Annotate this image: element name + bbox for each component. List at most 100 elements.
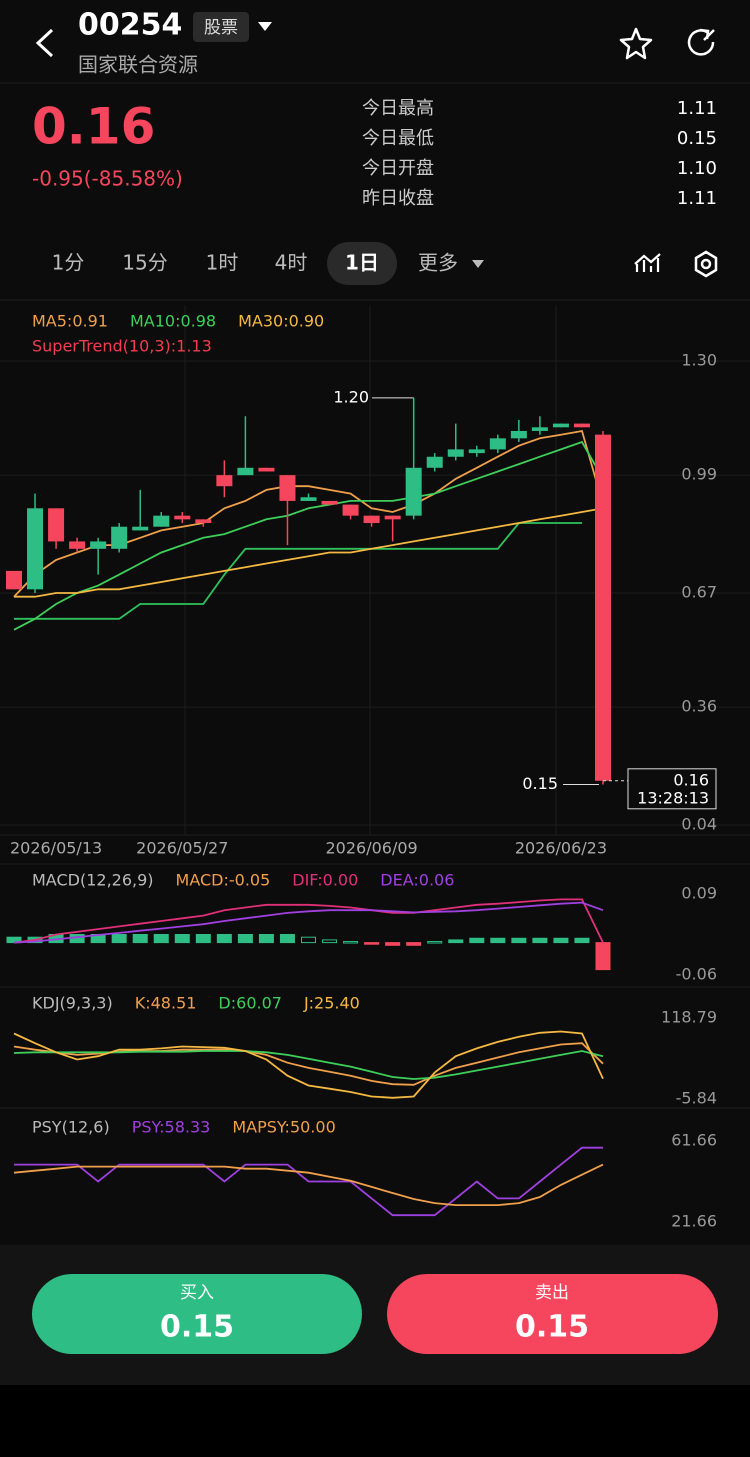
- legend-item: MACD(12,26,9): [32, 871, 154, 890]
- macd-bar: [343, 941, 359, 944]
- macd-bar: [132, 934, 148, 944]
- stat-value: 0.15: [677, 128, 717, 149]
- indicator-line: [14, 1146, 603, 1217]
- macd-bar: [153, 934, 169, 944]
- timeframe-tab[interactable]: 1分: [52, 251, 85, 275]
- dropdown[interactable]: [258, 22, 272, 31]
- stat-label: 今日最高: [362, 98, 434, 119]
- candle-body: [195, 519, 212, 524]
- indicator-button[interactable]: [634, 253, 661, 272]
- legend-item: MACD:-0.05: [176, 871, 271, 890]
- candle-body: [321, 500, 338, 505]
- share-button[interactable]: [687, 28, 715, 56]
- y-tick-label: 0.09: [681, 884, 717, 903]
- candle-body: [489, 438, 506, 450]
- candle-body: [174, 515, 191, 520]
- indicator-line: [13, 1163, 604, 1206]
- price-change: -0.95(-85.58%): [32, 167, 183, 191]
- x-tick-label: 2026/05/27: [136, 839, 228, 858]
- macd-bar: [322, 939, 338, 944]
- candle-body: [69, 541, 86, 549]
- candle-body: [552, 423, 569, 428]
- legend-item: PSY:58.33: [132, 1118, 211, 1137]
- macd-bar: [174, 934, 190, 944]
- candle-body: [468, 449, 485, 454]
- candle-body: [258, 467, 275, 472]
- x-tick-label: 2026/05/13: [10, 839, 102, 858]
- system-bar: [0, 1385, 750, 1457]
- stock-code: 00254: [78, 8, 182, 43]
- candle-body: [90, 541, 107, 549]
- macd-bar: [427, 941, 443, 944]
- x-tick-label: 2026/06/23: [515, 839, 607, 858]
- stat-label: 昨日收盘: [362, 188, 434, 209]
- candle-body: [132, 526, 149, 531]
- candle-body: [27, 508, 44, 590]
- tab-active-bg: [327, 242, 397, 285]
- back-button[interactable]: [35, 28, 54, 58]
- x-tick-label: 2026/06/09: [325, 839, 417, 858]
- candle-body: [405, 467, 422, 516]
- badge: 股票: [204, 18, 238, 38]
- y-tick-label: 1.30: [681, 351, 717, 370]
- candle-body: [426, 456, 443, 468]
- macd-bar: [553, 937, 569, 944]
- legend-item: MA5:0.91: [32, 312, 108, 331]
- favorite-button[interactable]: [619, 27, 653, 60]
- macd-bar: [237, 934, 253, 944]
- macd-bar: [595, 942, 611, 971]
- tab-more-arrow[interactable]: [472, 260, 484, 268]
- last-price: 0.16: [673, 770, 709, 789]
- candle-body: [48, 508, 65, 542]
- legend-item: KDJ(9,3,3): [32, 994, 113, 1013]
- badge-bg: [193, 12, 249, 42]
- macd-bar: [532, 937, 548, 944]
- y-tick-label: 0.04: [681, 815, 717, 834]
- timeframe-tab[interactable]: 4时: [275, 251, 308, 275]
- macd-bar: [279, 934, 295, 944]
- y-tick-label: -5.84: [676, 1089, 717, 1108]
- sell-price: 0.15: [515, 1310, 589, 1345]
- buy-price: 0.15: [160, 1310, 234, 1345]
- candle-body: [153, 515, 170, 527]
- timeframe-tab[interactable]: 1时: [206, 251, 239, 275]
- stat-label: 今日开盘: [362, 158, 434, 179]
- legend-item: SuperTrend(10,3):1.13: [32, 337, 212, 356]
- candle-body: [6, 570, 22, 590]
- y-tick-label: 0.99: [681, 465, 717, 484]
- candle-body: [510, 430, 527, 439]
- macd-bar: [111, 934, 127, 944]
- ma-line: [13, 440, 604, 631]
- candle-body: [216, 475, 233, 487]
- candle-body: [531, 427, 548, 431]
- timeframe-tab[interactable]: 更多: [418, 251, 458, 275]
- legend-item: D:60.07: [218, 994, 282, 1013]
- stock-name: 国家联合资源: [78, 53, 198, 77]
- stat-value: 1.11: [677, 188, 717, 209]
- macd-bar: [385, 942, 401, 946]
- legend-item: MAPSY:50.00: [232, 1118, 335, 1137]
- candle-body: [363, 515, 380, 524]
- macd-bar: [490, 937, 506, 944]
- y-tick-label: 118.79: [661, 1008, 717, 1027]
- sell-label: 卖出: [535, 1283, 569, 1303]
- min-label: 0.15: [522, 774, 558, 793]
- macd-bar: [448, 939, 464, 944]
- price: 0.16: [32, 98, 155, 156]
- timeframe-tab[interactable]: 15分: [122, 251, 167, 275]
- candle-body: [111, 526, 128, 549]
- stat-value: 1.11: [677, 98, 717, 119]
- candle-body: [447, 449, 464, 457]
- legend-item: MA30:0.90: [238, 312, 324, 331]
- timeframe-tab[interactable]: 1日: [345, 251, 379, 275]
- stat-value: 1.10: [677, 158, 717, 179]
- buy-button[interactable]: [32, 1274, 362, 1354]
- settings-button[interactable]: [694, 250, 718, 278]
- sell-button[interactable]: [387, 1274, 718, 1354]
- last-price-box: [627, 768, 717, 810]
- macd-bar: [195, 934, 211, 944]
- legend-item: DEA:0.06: [380, 871, 454, 890]
- candle-body: [342, 504, 359, 516]
